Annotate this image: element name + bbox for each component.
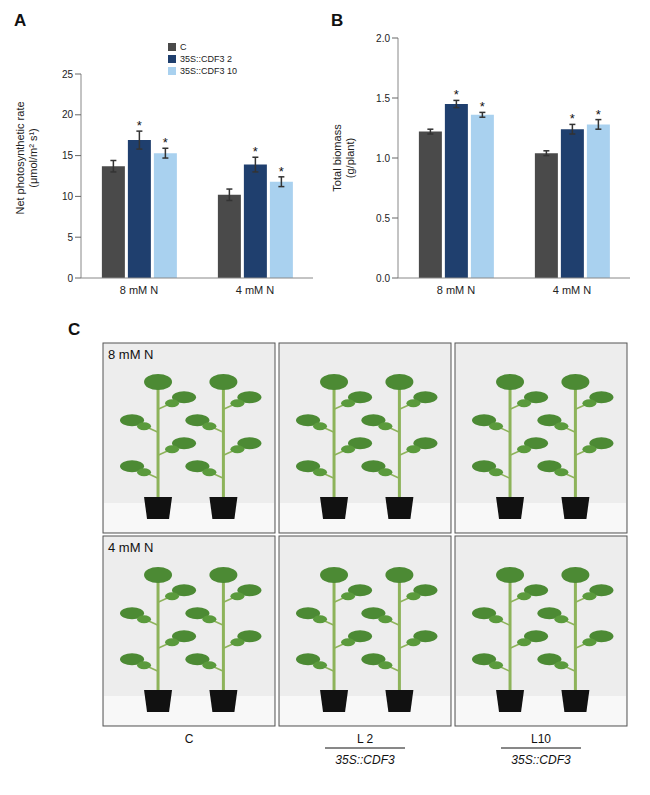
svg-text:Total biomass: Total biomass [331, 124, 343, 192]
svg-text:35S::CDF3: 35S::CDF3 [335, 753, 395, 767]
html-text:C: C [180, 42, 187, 52]
svg-text:4 mM N: 4 mM N [108, 540, 154, 555]
svg-text:15: 15 [62, 150, 74, 161]
html-text:35S::CDF3 2: 35S::CDF3 2 [180, 54, 232, 64]
svg-text:Net photosynthetic rate: Net photosynthetic rate [14, 101, 26, 214]
svg-text:C: C [68, 320, 80, 339]
svg-text:A: A [14, 11, 26, 30]
svg-text:*: * [279, 164, 284, 179]
svg-text:L10: L10 [531, 732, 551, 746]
svg-text:0: 0 [67, 273, 73, 284]
svg-text:*: * [163, 135, 168, 150]
svg-text:0.0: 0.0 [376, 273, 390, 284]
html-text:35S::CDF3 10: 35S::CDF3 10 [180, 66, 237, 76]
svg-text:B: B [331, 11, 343, 30]
svg-text:C: C [185, 732, 194, 746]
svg-text:(g/plant): (g/plant) [344, 138, 356, 178]
svg-text:L 2: L 2 [357, 732, 374, 746]
svg-text:20: 20 [62, 109, 74, 120]
svg-text:*: * [570, 111, 575, 126]
svg-text:10: 10 [62, 191, 74, 202]
svg-text:8 mM N: 8 mM N [108, 347, 154, 362]
svg-text:*: * [454, 87, 459, 102]
svg-text:5: 5 [67, 232, 73, 243]
svg-text:35S::CDF3: 35S::CDF3 [511, 753, 571, 767]
svg-text:25: 25 [62, 69, 74, 80]
svg-text:(μmol/m² s¹): (μmol/m² s¹) [27, 128, 39, 188]
svg-text:2.0: 2.0 [376, 33, 390, 44]
svg-text:*: * [596, 107, 601, 122]
svg-text:*: * [253, 144, 258, 159]
svg-text:8 mM N: 8 mM N [437, 284, 476, 296]
svg-text:0.5: 0.5 [376, 213, 390, 224]
svg-text:*: * [480, 99, 485, 114]
svg-text:4 mM N: 4 mM N [236, 284, 275, 296]
svg-text:4 mM N: 4 mM N [553, 284, 592, 296]
svg-text:8 mM N: 8 mM N [120, 284, 159, 296]
svg-text:1.5: 1.5 [376, 93, 390, 104]
svg-text:*: * [137, 118, 142, 133]
svg-text:1.0: 1.0 [376, 153, 390, 164]
